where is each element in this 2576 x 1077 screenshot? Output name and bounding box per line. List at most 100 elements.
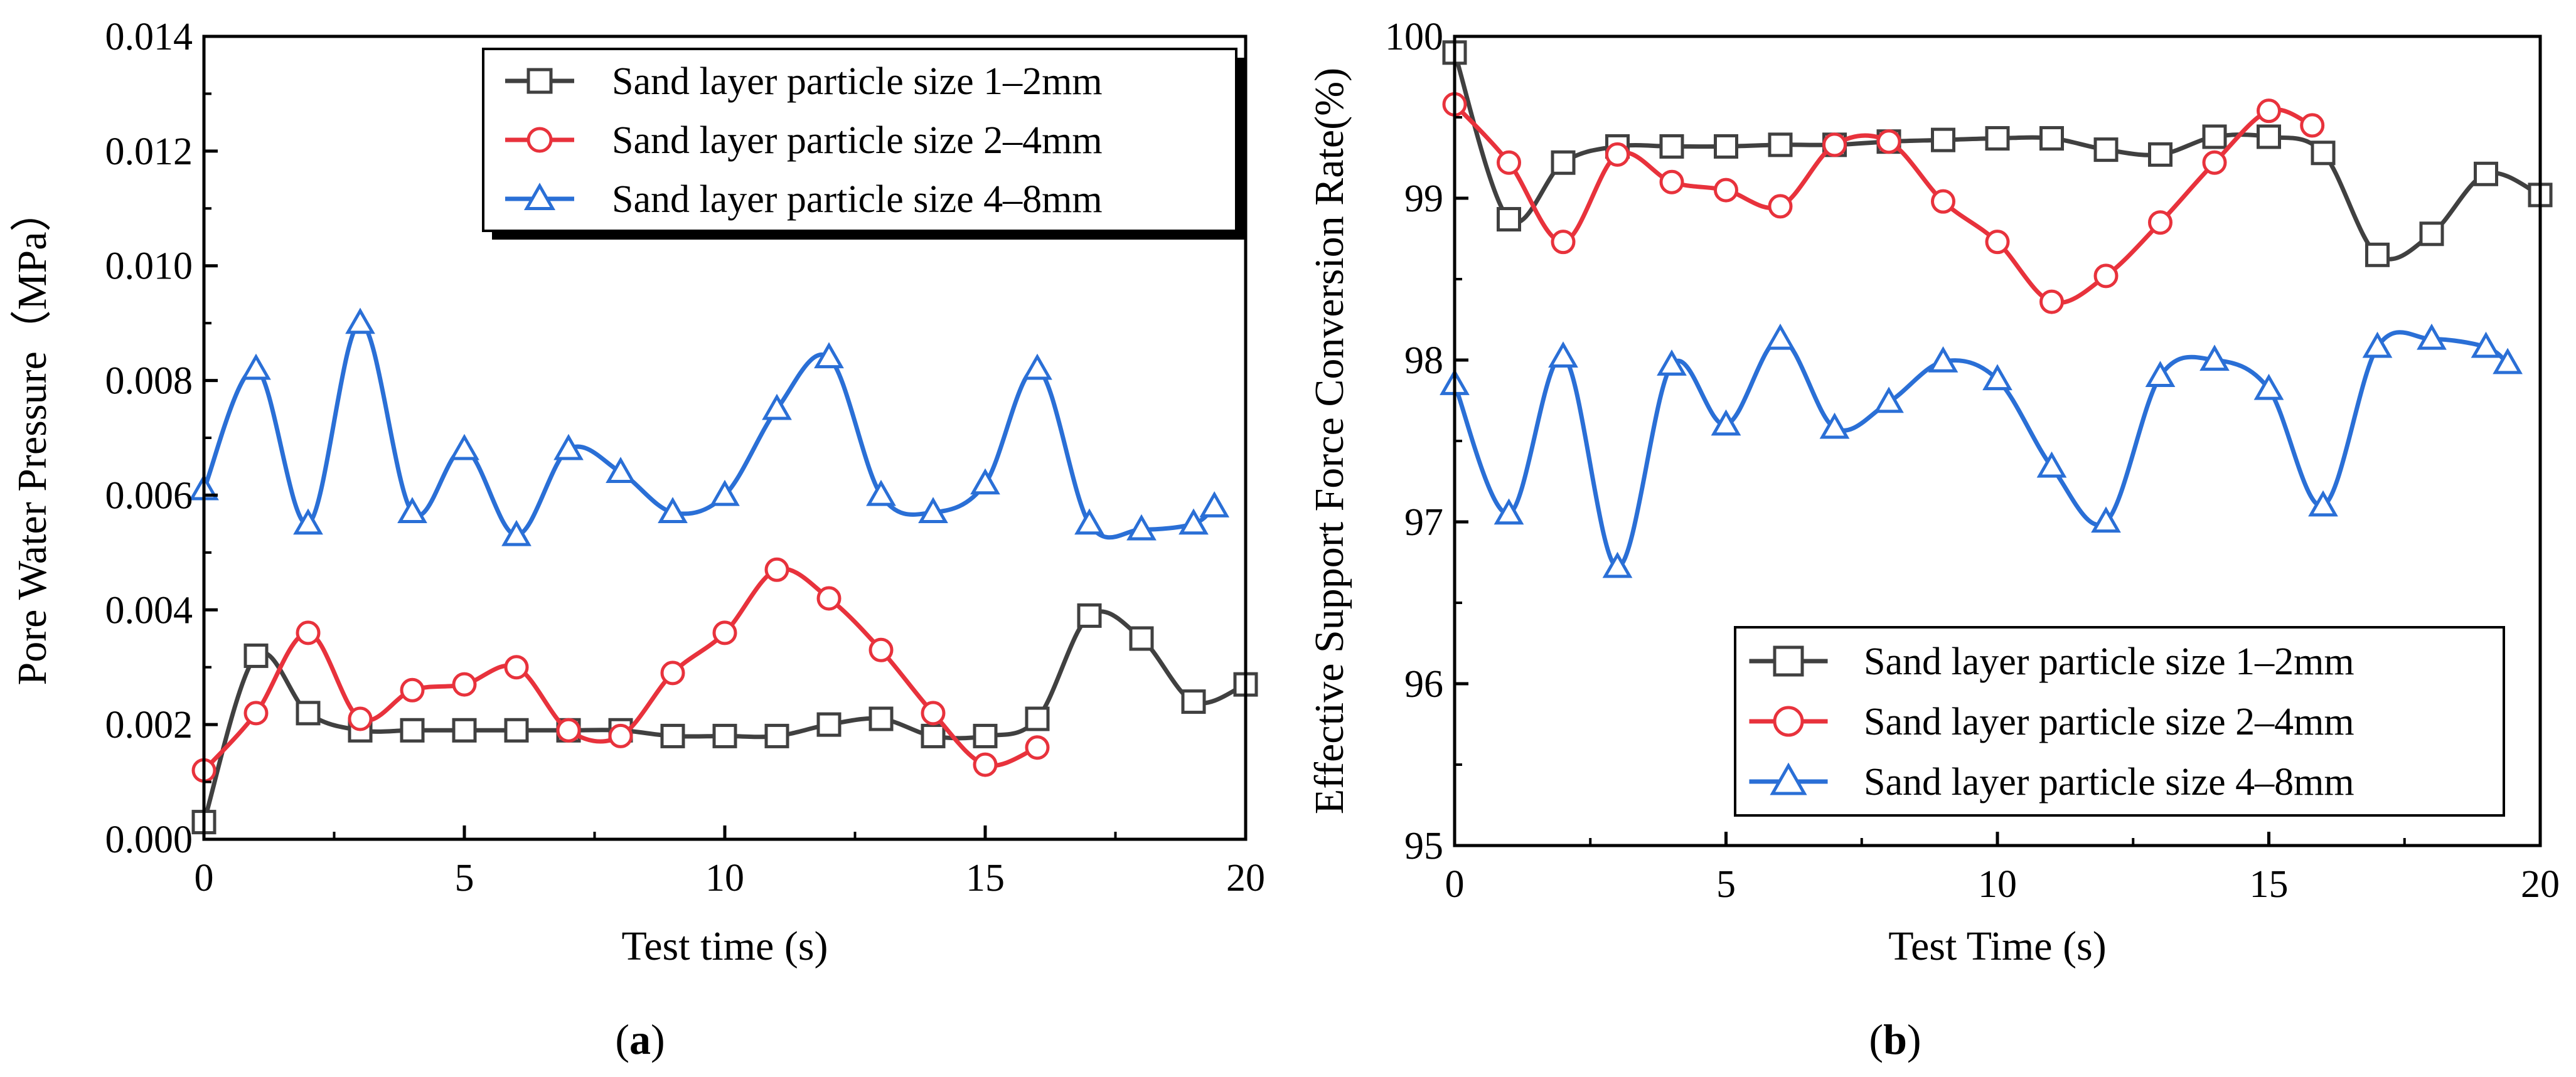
panel-a-series-triangle	[189, 307, 1230, 546]
panel-b-caption: (b)	[1869, 1016, 1921, 1063]
panel-a-data-point-triangle	[762, 393, 792, 420]
panel-b-data-point-triangle	[1982, 364, 2012, 391]
panel-a-x-tick-label: 10	[705, 857, 744, 899]
panel-b-data-point-square	[1985, 126, 2010, 151]
panel-a-y-tick-label: 0.002	[105, 704, 193, 746]
panel-b-data-point-square	[2039, 126, 2064, 151]
panel-a-data-point-triangle	[501, 519, 532, 546]
panel-a-x-axis-label: Test time (s)	[622, 923, 828, 969]
panel-b-y-tick-label: 100	[1385, 16, 1443, 58]
panel-a-data-point-square	[400, 718, 425, 743]
panel-a-data-point-circle	[243, 701, 269, 726]
panel-b-y-tick-label: 97	[1404, 501, 1443, 544]
panel-a-y-tick-label: 0.000	[105, 819, 193, 861]
panel-a-data-point-circle	[400, 677, 425, 703]
panel-a-data-point-square	[243, 643, 269, 668]
panel-b-data-point-circle	[2148, 210, 2172, 235]
panel-b-legend-label: Sand layer particle size 1–2mm	[1864, 640, 2354, 683]
panel-b-data-point-circle	[2257, 98, 2281, 124]
panel-a-data-point-triangle	[970, 468, 1000, 495]
panel-a-data-point-circle	[868, 637, 894, 662]
panel-a-data-point-square	[764, 723, 789, 748]
panel-b-data-point-circle	[1551, 230, 1576, 255]
panel-a-data-point-circle	[712, 620, 737, 645]
panel-b-legend: Sand layer particle size 1–2mm Sand layer…	[1734, 626, 2505, 817]
panel-b-data-point-circle	[2202, 150, 2227, 175]
panel-b-x-tick-label: 20	[2521, 863, 2560, 906]
panel-b-legend-label: Sand layer particle size 4–8mm	[1864, 761, 2354, 804]
panel-b-series-circle	[1442, 92, 2325, 314]
panel-b-data-point-triangle	[1874, 386, 1904, 413]
panel-b-data-point-triangle	[2417, 323, 2447, 350]
panel-a-data-point-circle	[504, 655, 529, 680]
panel-b-data-point-triangle	[1657, 349, 1687, 376]
panel-b-x-axis-label: Test Time (s)	[1888, 923, 2106, 969]
panel-a-y-tick-label: 0.008	[105, 360, 193, 403]
panel-b-data-point-triangle	[2362, 331, 2393, 358]
panel-b-data-point-square	[2474, 161, 2498, 186]
panel-b-data-point-circle	[1659, 169, 1684, 194]
panel-a-data-point-triangle	[606, 457, 636, 484]
panel-a-y-tick-label: 0.006	[105, 474, 193, 517]
panel-a-data-point-square	[452, 718, 477, 743]
panel-a-y-tick-label: 0.012	[105, 130, 193, 173]
panel-b-data-point-circle	[1768, 194, 1793, 219]
panel-b-data-point-square	[1497, 207, 1521, 232]
panel-b-legend-label: Sand layer particle size 2–4mm	[1864, 701, 2354, 743]
panel-b-y-tick-label: 99	[1404, 178, 1443, 220]
panel-b-y-tick-label: 98	[1404, 339, 1443, 382]
panel-b-series-triangle	[1440, 323, 2523, 578]
panel-a-caption-open: (	[615, 1016, 629, 1063]
panel-a-data-point-triangle	[1074, 508, 1104, 535]
panel-a-data-point-circle	[660, 661, 685, 686]
panel-a-pore-water-pressure-chart: 0 5 10 15 20 0.000 0.002 0.004 0.006 0.008 0.010 0.…	[9, 16, 1265, 1063]
panel-a-data-point-triangle	[449, 433, 479, 460]
panel-b-legend-item: Sand layer particle size 2–4mm	[1749, 701, 2354, 743]
panel-b-data-point-triangle	[2253, 373, 2284, 400]
panel-b-data-point-triangle	[1548, 341, 1578, 368]
panel-b-series-line-triangle	[1452, 330, 2509, 570]
panel-a-data-point-square	[921, 723, 946, 748]
panel-a-data-point-square	[296, 701, 321, 726]
panel-b-data-point-triangle	[1711, 409, 1741, 436]
panel-b-legend-marker-square	[1773, 645, 1804, 677]
panel-b-data-point-circle	[1822, 132, 1847, 157]
panel-b-data-point-square	[1768, 132, 1793, 157]
panel-a-axes: 0 5 10 15 20 0.000 0.002 0.004 0.006 0.008 0.010 0.…	[105, 16, 1266, 899]
panel-b-x-tick-label: 10	[1978, 863, 2017, 906]
panel-b-legend-marker-triangle	[1770, 762, 1807, 795]
panel-b-y-axis-label: Effective Support Force Conversion Rate(…	[1307, 68, 1352, 814]
panel-a-data-point-triangle	[1022, 353, 1052, 380]
panel-b-x-tick-label: 0	[1445, 863, 1465, 906]
panel-b-data-point-triangle	[1928, 346, 1959, 373]
panel-a-data-point-triangle	[710, 479, 740, 506]
panel-b-data-point-circle	[2039, 289, 2064, 314]
panel-b-support-force-chart: 0 5 10 15 20 95 96 97 98 99 100 Sand layer particl…	[1307, 16, 2560, 1063]
panel-a-data-point-square	[1077, 603, 1102, 628]
panel-b-data-point-square	[1714, 134, 1738, 159]
panel-a-series-layer	[189, 307, 1258, 835]
panel-a-y-tick-label: 0.014	[105, 16, 193, 58]
panel-a-legend: Sand layer particle size 1–2mm Sand layer…	[482, 48, 1245, 240]
panel-a-data-point-square	[1181, 689, 1206, 714]
panel-a-legend-item: Sand layer particle size 2–4mm	[505, 119, 1103, 162]
panel-b-data-point-square	[2419, 221, 2444, 247]
panel-a-data-point-triangle	[1178, 508, 1209, 535]
panel-a-y-tick-label: 0.004	[105, 589, 193, 632]
panel-b-data-point-square	[2365, 242, 2390, 267]
panel-a-x-tick-label: 0	[195, 857, 214, 899]
panel-a-data-point-triangle	[553, 433, 584, 460]
panel-b-data-point-triangle	[2199, 344, 2230, 371]
panel-b-legend-item: Sand layer particle size 4–8mm	[1749, 761, 2354, 804]
panel-b-legend-marker-circle	[1773, 706, 1804, 737]
panel-a-data-point-circle	[452, 672, 477, 697]
panel-b-data-point-square	[1551, 150, 1576, 175]
panel-b-data-point-square	[1931, 127, 1955, 152]
panel-a-data-point-circle	[764, 557, 789, 582]
panel-b-legend-box	[1734, 626, 2505, 817]
panel-a-y-tick-label: 0.010	[105, 245, 193, 288]
panel-b-data-point-square	[2093, 137, 2119, 162]
panel-b-caption-letter: b	[1883, 1016, 1907, 1063]
panel-b-data-point-triangle	[2036, 451, 2067, 478]
panel-b-data-point-circle	[2093, 263, 2119, 289]
